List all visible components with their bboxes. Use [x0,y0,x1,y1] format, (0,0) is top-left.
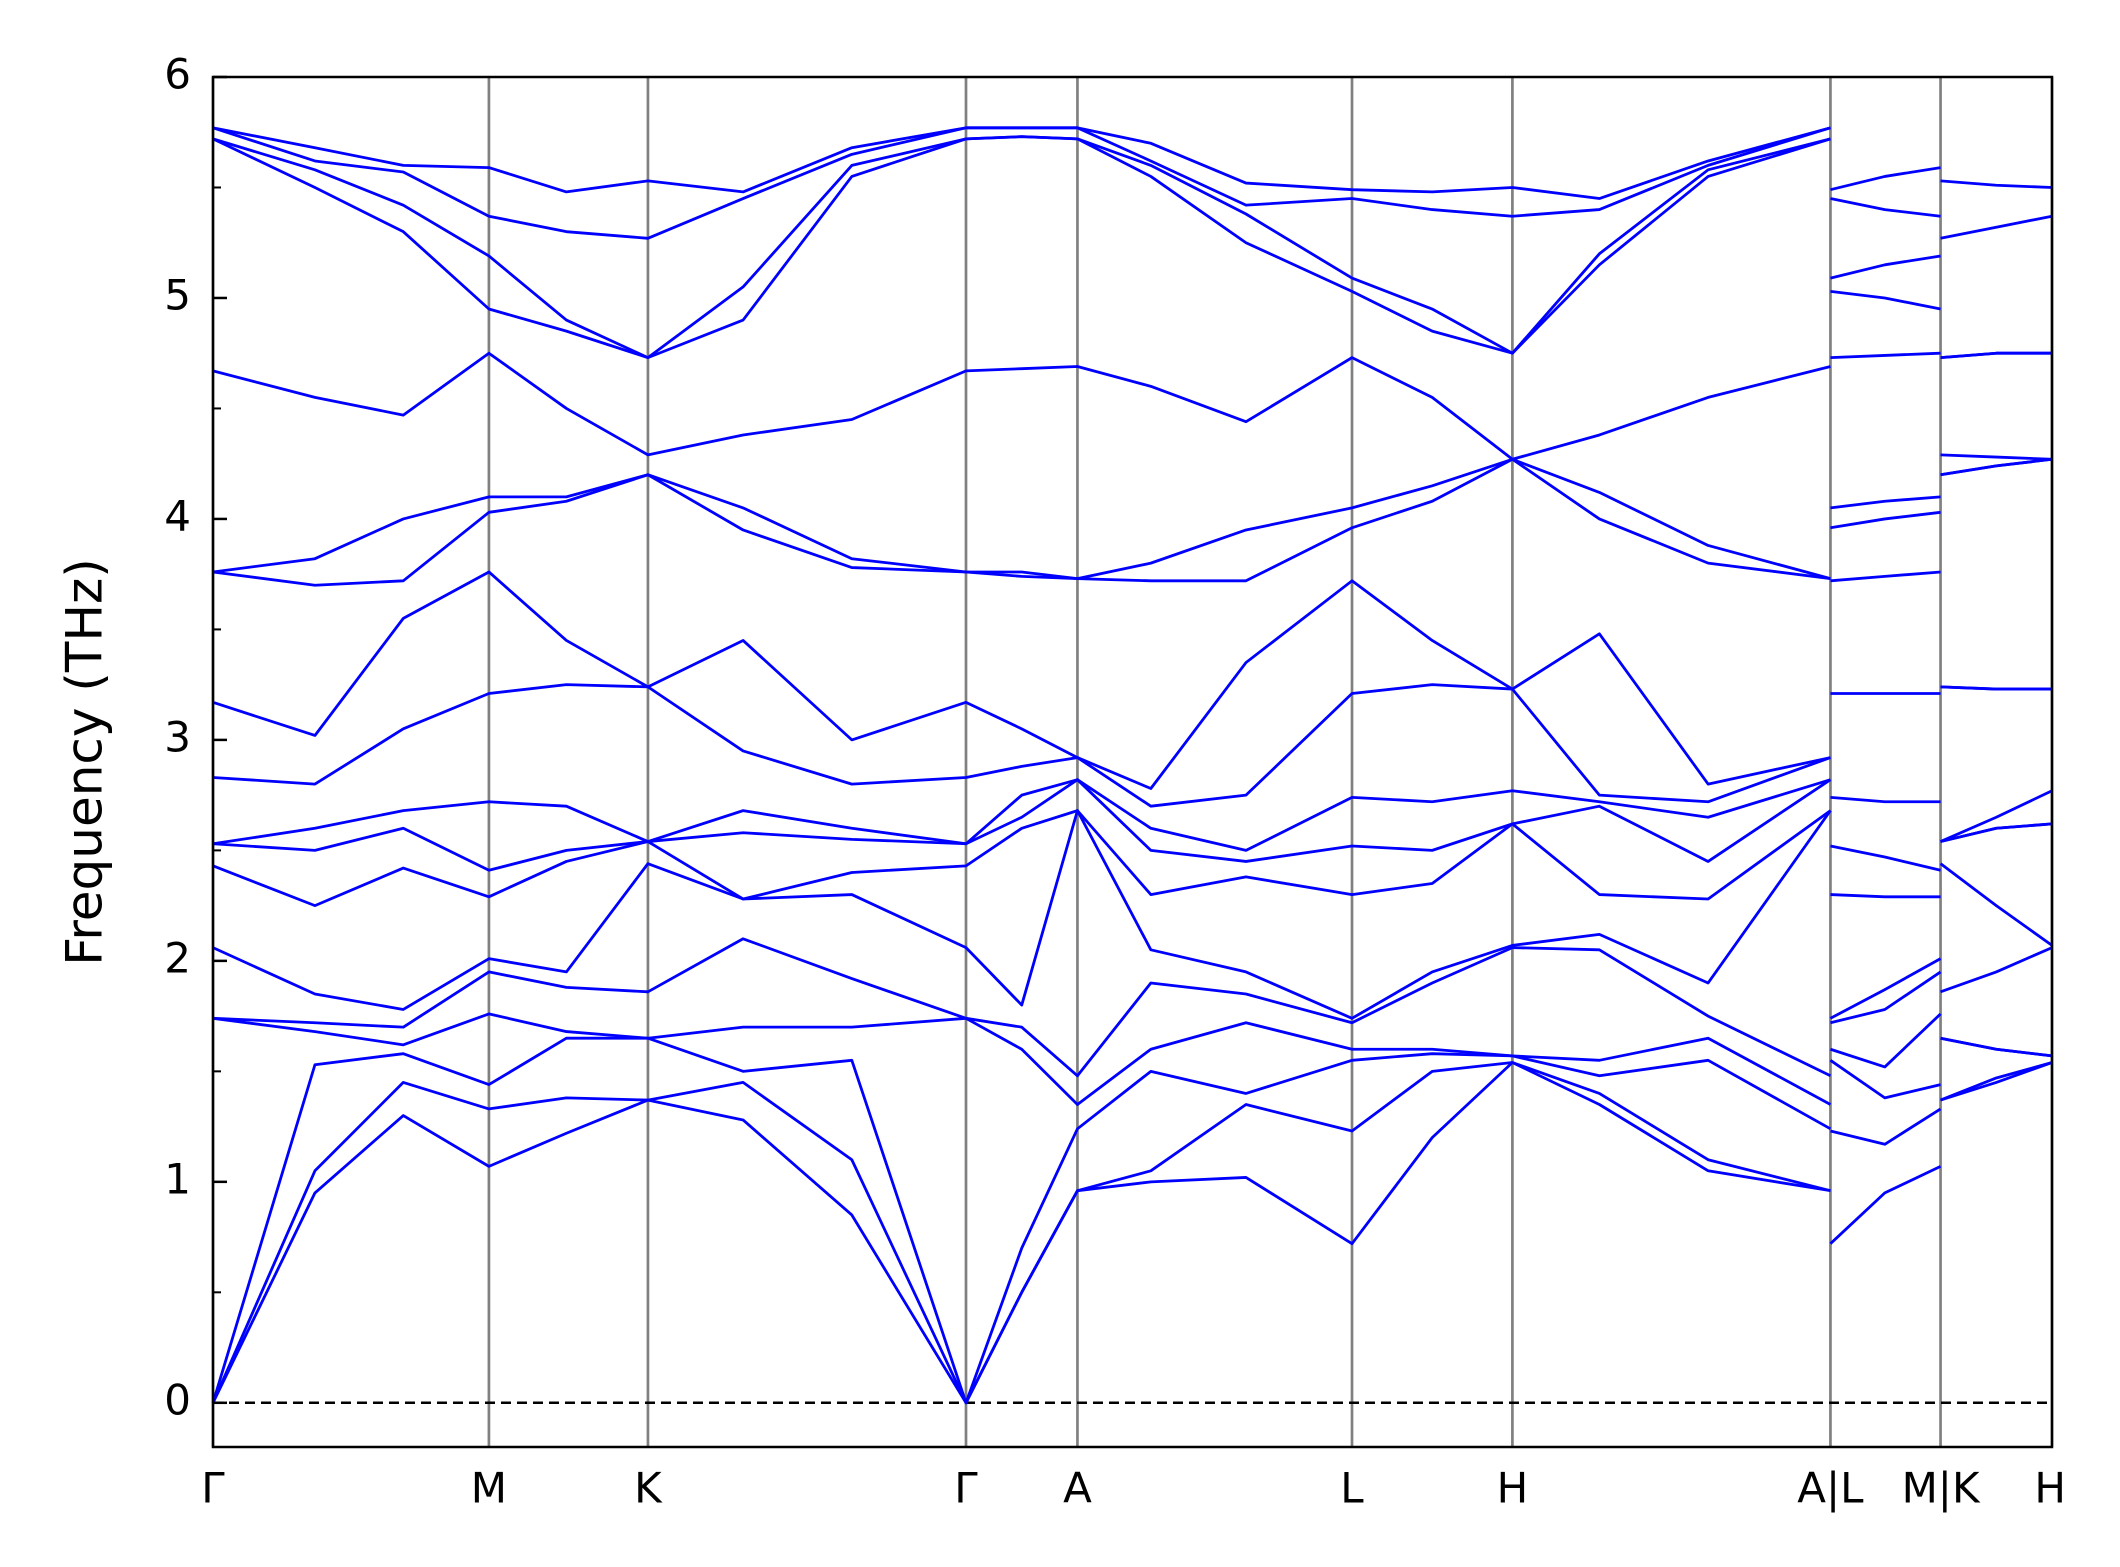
plot-frame [211,75,2054,1449]
x-tick-label: M|K [1902,1464,1981,1513]
y-tick-label: 3 [164,712,191,761]
y-tick-label: 6 [164,50,191,99]
band-line [212,135,2052,360]
x-tick-label: A [1063,1464,1092,1513]
x-tick-label: Γ [954,1464,978,1513]
band-line [212,570,2052,790]
band-line [212,937,2053,1078]
y-tick-label: 0 [164,1375,191,1424]
band-layer [211,126,2053,1405]
band-line [212,778,2053,852]
band-line [212,351,2053,461]
x-tick-label: K [634,1464,663,1513]
band-line [211,1061,2053,1405]
y-tick-label: 5 [164,270,191,319]
x-tick-label: Γ [201,1464,225,1513]
x-tick-label: M [471,1464,507,1513]
y-axis-label: Frequency (THz) [56,558,114,966]
band-line [212,1012,2053,1106]
x-tick-label: A|L [1797,1464,1864,1513]
y-tick-label: 4 [164,491,191,540]
band-line [212,778,2053,872]
x-tick-label: H [2034,1464,2066,1513]
band-line [212,126,2053,200]
band-line [212,809,2053,1020]
x-tick-label: H [1497,1464,1529,1513]
y-tick-label: 2 [164,933,191,982]
x-tick-label: L [1340,1464,1364,1513]
grid-layer [211,77,2054,1447]
y-tick-label: 1 [164,1154,191,1203]
